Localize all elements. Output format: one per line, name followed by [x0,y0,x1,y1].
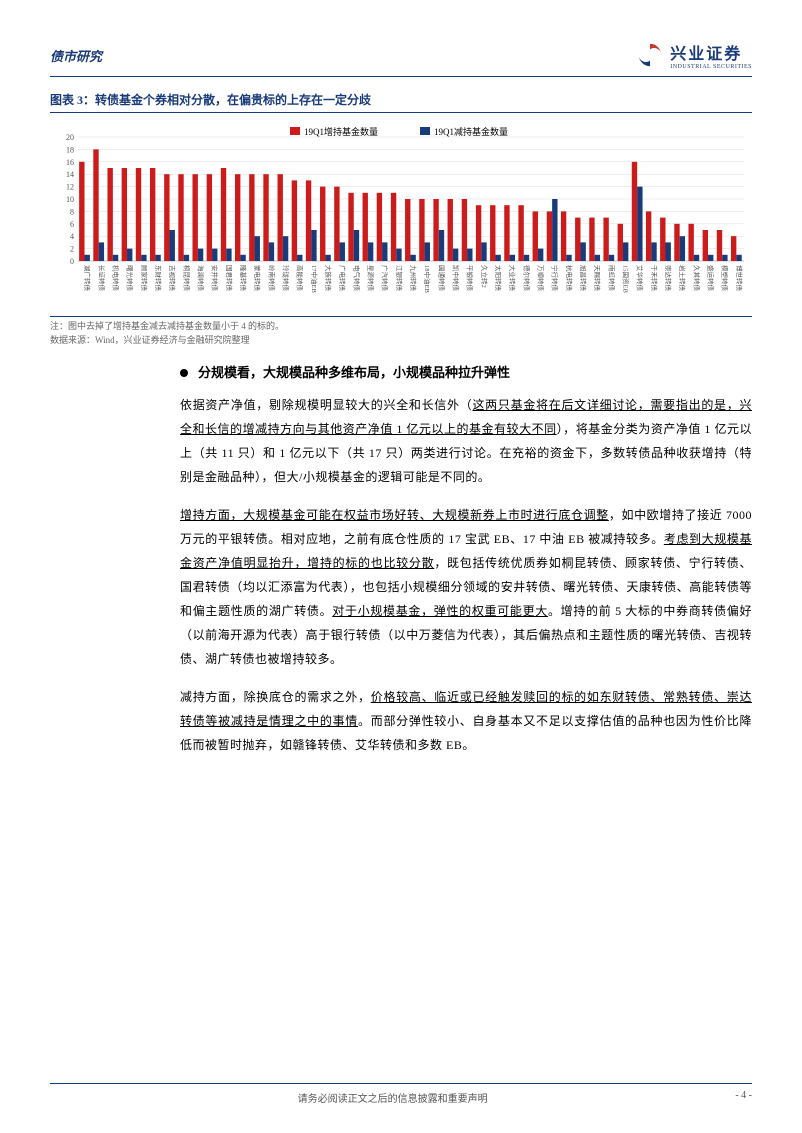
svg-text:万顺转债: 万顺转债 [537,265,546,292]
svg-text:久其转债: 久其转债 [692,265,701,292]
svg-text:2: 2 [70,245,74,254]
svg-text:星源转债: 星源转债 [366,265,375,292]
svg-text:太阳转债: 太阳转债 [494,265,503,292]
svg-text:旭昌转债: 旭昌转债 [579,265,588,292]
logo-text-cn: 兴业证券 [670,40,742,64]
svg-text:博世转债: 博世转债 [735,265,744,292]
svg-text:宁行转债: 宁行转债 [551,265,560,292]
svg-text:0: 0 [70,257,74,266]
header-category: 债市研究 [50,46,102,65]
svg-text:19Q1减持基金数量: 19Q1减持基金数量 [434,126,508,137]
svg-text:玲珑转债: 玲珑转债 [281,265,290,292]
svg-text:16: 16 [66,158,74,167]
svg-text:平银转债: 平银转债 [466,265,475,292]
paragraph-1: 依据资产净值，剔除规模明显较大的兴全和长信外（这两只基金将在后文详细讨论，需要指… [180,393,752,489]
p1-t1: 依据资产净值，剔除规模明显较大的兴全和长信外（ [180,398,472,412]
page-footer: 请务必阅读正文之后的信息披露和重要声明 - 4 - [50,1083,752,1105]
svg-text:安井转债: 安井转债 [211,265,220,292]
footer-disclaimer: 请务必阅读正文之后的信息披露和重要声明 [298,1090,488,1105]
svg-text:模塑转债: 模塑转债 [721,265,730,292]
svg-text:17中油EB: 17中油EB [310,265,319,293]
section-title: 分规模看，大规模品种多维布局，小规模品种拉升弹性 [198,362,510,381]
svg-text:岭南转债: 岭南转债 [267,265,276,292]
chart-note: 注：图中去掉了增持基金减去减持基金数量小于 4 的标的。 [50,319,752,332]
svg-text:曙光转债: 曙光转债 [126,265,135,292]
svg-text:广汽转债: 广汽转债 [381,265,390,292]
logo-text-en: INDUSTRIAL SECURITIES [670,64,752,70]
svg-text:电气转债: 电气转债 [352,265,361,292]
svg-text:凯中转债: 凯中转债 [452,265,461,292]
paragraph-3: 减持方面，除换底仓的需求之外，价格较高、临近或已经触发赎回的标的如东财转债、常熟… [180,685,752,757]
svg-text:雨虹转债: 雨虹转债 [607,265,616,292]
svg-text:10: 10 [66,195,74,204]
svg-text:圆通转债: 圆通转债 [437,265,446,292]
svg-text:4: 4 [70,232,74,241]
svg-text:机电转债: 机电转债 [111,265,120,292]
svg-text:海澜转债: 海澜转债 [196,265,205,292]
svg-text:湖广转债: 湖广转债 [83,265,92,292]
svg-text:长证转债: 长证转债 [97,265,106,292]
svg-text:隆基转债: 隆基转债 [239,265,248,292]
p2-u3: 对于小规模基金，弹性的权重可能更大 [332,604,548,618]
svg-text:19Q1增持基金数量: 19Q1增持基金数量 [304,126,378,137]
company-logo: 兴业证券 INDUSTRIAL SECURITIES [636,40,752,70]
p2-u1: 增持方面，大规模基金可能在权益市场好转、大规模新券上市时进行底仓调整 [180,508,609,522]
p3-t1: 减持方面，除换底仓的需求之外， [180,690,371,704]
svg-text:18中油EB: 18中油EB [423,265,432,293]
svg-text:吉视转债: 吉视转债 [168,265,177,292]
svg-text:桐昆转债: 桐昆转债 [182,265,191,292]
section-header: 分规模看，大规模品种多维布局，小规模品种拉升弹性 [180,362,752,381]
svg-text:盛运转债: 盛运转债 [707,265,716,292]
bullet-icon [180,369,188,377]
paragraph-2: 增持方面，大规模基金可能在权益市场好转、大规模新券上市时进行底仓调整，如中欧增持… [180,503,752,671]
chart-container: 0 2 4 6 8 10 12 14 16 18 20 湖广转债长证转债机电转债曙光转债顾家转债东财转… [50,112,752,317]
svg-text:广电转债: 广电转债 [338,265,347,292]
svg-text:岩土转债: 岩土转债 [678,265,687,292]
svg-text:东财转债: 东财转债 [154,265,163,292]
chart-source: 数据来源：Wind，兴业证券经济与金融研究院整理 [50,333,752,346]
svg-text:德尔转债: 德尔转债 [522,265,531,292]
svg-text:九州转债: 九州转债 [409,265,418,292]
svg-text:大业转债: 大业转债 [508,265,517,292]
svg-text:艾华转债: 艾华转债 [636,265,645,292]
svg-text:20: 20 [66,133,74,142]
svg-text:高能转债: 高能转债 [296,265,305,292]
svg-text:12: 12 [66,183,74,192]
page-header: 债市研究 兴业证券 INDUSTRIAL SECURITIES [50,40,752,77]
chart-title: 图表 3：转债基金个券相对分散，在偏贵标的上存在一定分歧 [50,91,752,108]
svg-text:江银转债: 江银转债 [395,265,404,292]
footer-page-number: - 4 - [735,1090,752,1105]
logo-swirl-icon [636,41,664,69]
svg-text:18: 18 [66,145,74,154]
svg-text:14: 14 [66,170,74,179]
svg-text:千禾转债: 千禾转债 [650,265,659,292]
svg-text:15国资EB: 15国资EB [622,265,631,293]
svg-text:天赐转债: 天赐转债 [593,265,602,292]
bar-chart: 0 2 4 6 8 10 12 14 16 18 20 湖广转债长证转债机电转债曙光转债顾家转债东财转… [50,119,750,309]
svg-text:杭电转债: 杭电转债 [565,265,574,292]
svg-text:蒙电转债: 蒙电转债 [253,265,262,292]
svg-text:6: 6 [70,220,74,229]
svg-text:国君转债: 国君转债 [225,265,234,292]
svg-text:顾家转债: 顾家转债 [140,265,149,292]
svg-text:崇达转债: 崇达转债 [664,265,673,292]
svg-text:久立转2: 久立转2 [480,265,489,288]
svg-text:8: 8 [70,207,74,216]
svg-text:大族转债: 大族转债 [324,265,333,292]
